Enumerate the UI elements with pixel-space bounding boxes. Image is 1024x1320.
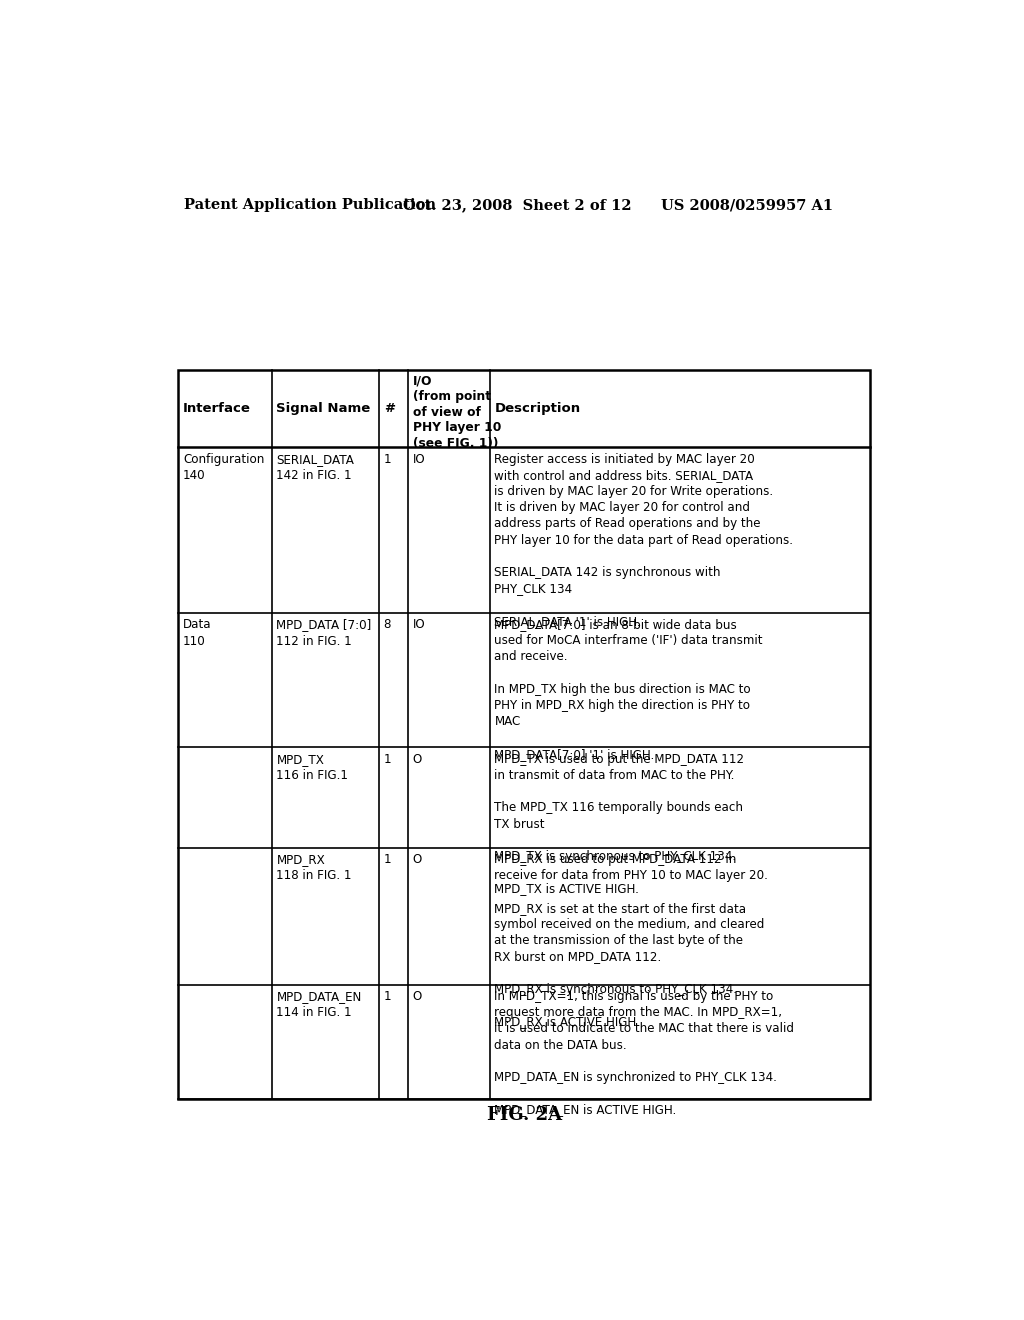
Text: MPD_TX is used to put the MPD_DATA 112
in transmit of data from MAC to the PHY.
: MPD_TX is used to put the MPD_DATA 112 i… [495, 752, 744, 895]
Text: 1: 1 [384, 853, 391, 866]
Bar [178, 370, 870, 1098]
Text: Data
110: Data 110 [183, 618, 212, 648]
Text: SERIAL_DATA
142 in FIG. 1: SERIAL_DATA 142 in FIG. 1 [276, 453, 354, 482]
Text: I/O
(from point
of view of
PHY layer 10
(see FIG. 1)): I/O (from point of view of PHY layer 10 … [413, 375, 501, 450]
Text: 8: 8 [384, 618, 391, 631]
Text: Signal Name: Signal Name [276, 403, 371, 416]
Text: MPD_DATA [7:0]
112 in FIG. 1: MPD_DATA [7:0] 112 in FIG. 1 [276, 618, 372, 648]
Text: MPD_DATA[7:0] is an 8-bit wide data bus
used for MoCA interframe ('IF') data tra: MPD_DATA[7:0] is an 8-bit wide data bus … [495, 618, 763, 760]
Text: Interface: Interface [183, 403, 251, 416]
Text: Register access is initiated by MAC layer 20
with control and address bits. SERI: Register access is initiated by MAC laye… [495, 453, 794, 627]
Text: Patent Application Publication: Patent Application Publication [183, 198, 436, 213]
Text: US 2008/0259957 A1: US 2008/0259957 A1 [662, 198, 834, 213]
Text: Oct. 23, 2008  Sheet 2 of 12: Oct. 23, 2008 Sheet 2 of 12 [403, 198, 632, 213]
Text: MPD_RX is used to put MPD_DATA 112 in
receive for data from PHY 10 to MAC layer : MPD_RX is used to put MPD_DATA 112 in re… [495, 853, 768, 1028]
Text: O: O [413, 752, 422, 766]
Text: Configuration
140: Configuration 140 [183, 453, 264, 482]
Text: FIG. 2A: FIG. 2A [487, 1106, 562, 1123]
Text: O: O [413, 990, 422, 1003]
Text: 1: 1 [384, 752, 391, 766]
Text: MPD_RX
118 in FIG. 1: MPD_RX 118 in FIG. 1 [276, 853, 352, 883]
Text: O: O [413, 853, 422, 866]
Text: #: # [384, 403, 394, 416]
Text: 1: 1 [384, 453, 391, 466]
Text: MPD_DATA_EN
114 in FIG. 1: MPD_DATA_EN 114 in FIG. 1 [276, 990, 361, 1019]
Text: 1: 1 [384, 990, 391, 1003]
Text: IO: IO [413, 453, 425, 466]
Text: MPD_TX
116 in FIG.1: MPD_TX 116 in FIG.1 [276, 752, 348, 783]
Text: Description: Description [495, 403, 581, 416]
Text: IO: IO [413, 618, 425, 631]
Text: In MPD_TX=1, this signal is used by the PHY to
request more data from the MAC. I: In MPD_TX=1, this signal is used by the … [495, 990, 795, 1117]
